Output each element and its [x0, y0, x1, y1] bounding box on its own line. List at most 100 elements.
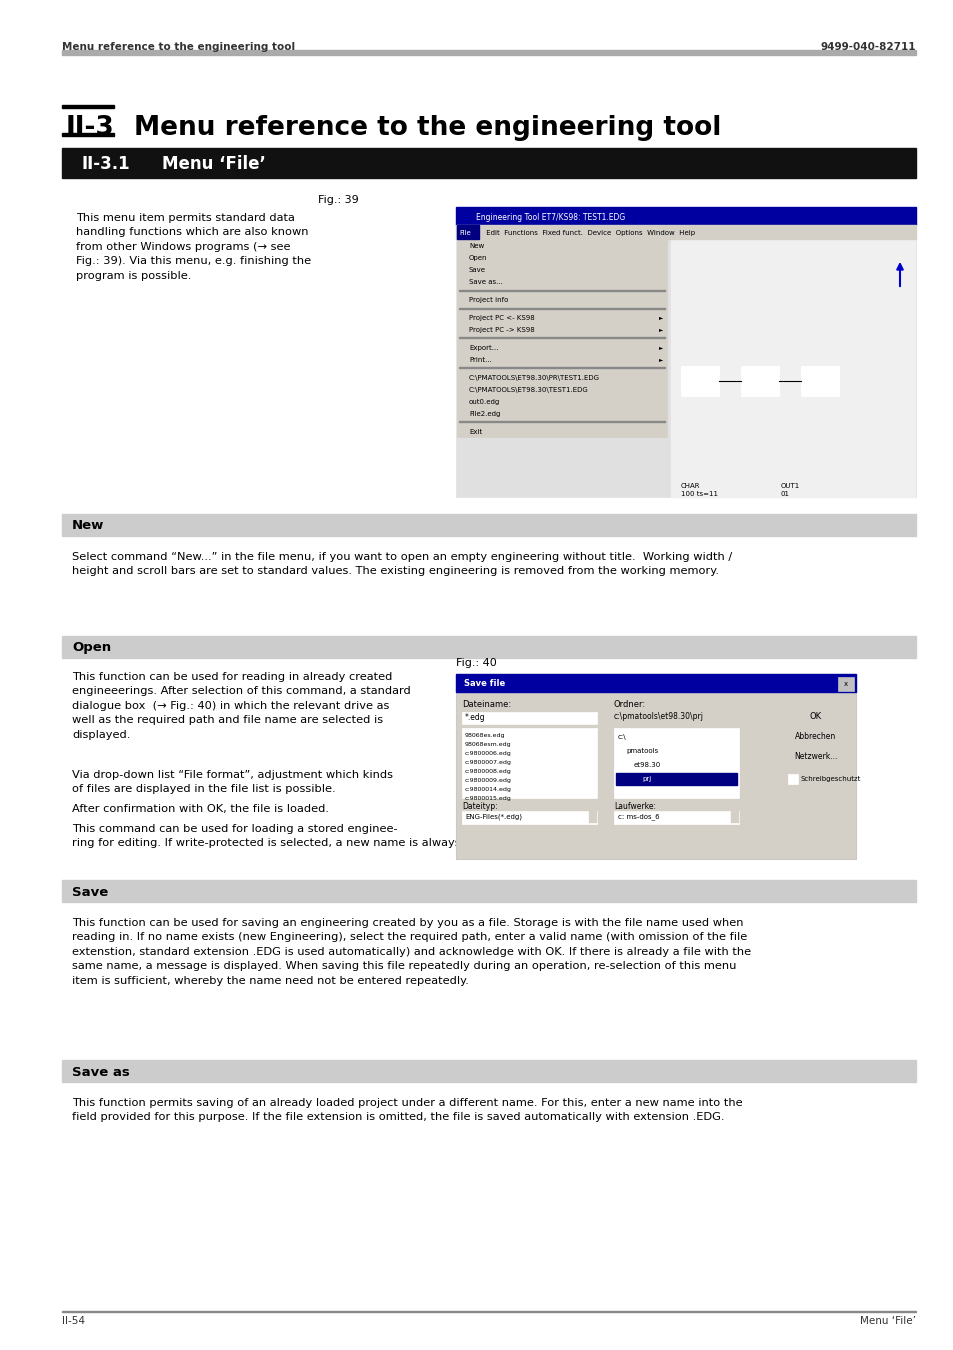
Text: File: File: [458, 230, 470, 236]
Bar: [461, 728, 597, 798]
Text: Dateityp:: Dateityp:: [461, 802, 497, 811]
Text: c: ms-dos_6: c: ms-dos_6: [618, 814, 659, 821]
Text: ►: ►: [659, 358, 662, 363]
Text: Fig.: 39: Fig.: 39: [317, 194, 358, 205]
Text: New: New: [469, 243, 484, 248]
Bar: [614, 811, 739, 824]
Text: Engineering Tool ET7/KS98: TEST1.EDG: Engineering Tool ET7/KS98: TEST1.EDG: [476, 212, 624, 221]
Text: ►: ►: [659, 328, 662, 332]
Text: Open: Open: [469, 255, 487, 261]
Text: C:\PMATOOLS\ET98.30\TEST1.EDG: C:\PMATOOLS\ET98.30\TEST1.EDG: [469, 387, 588, 393]
Text: Save: Save: [469, 267, 485, 273]
Bar: [62, 148, 915, 178]
Text: prj: prj: [641, 776, 651, 782]
Text: Abbrechen: Abbrechen: [794, 733, 835, 741]
Text: Project PC <- KS98: Project PC <- KS98: [469, 315, 535, 321]
Text: Schreibgeschutzt: Schreibgeschutzt: [801, 776, 861, 782]
Text: This function can be used for reading in already created
engineeerings. After se: This function can be used for reading in…: [71, 672, 411, 740]
Text: Save file: Save file: [463, 679, 505, 688]
Text: Dateiname:: Dateiname:: [461, 701, 511, 709]
Text: Edit  Functions  Fixed funct.  Device  Options  Window  Help: Edit Functions Fixed funct. Device Optio…: [483, 230, 695, 236]
Bar: [461, 811, 597, 824]
Text: Print...: Print...: [469, 356, 492, 363]
Bar: [456, 239, 666, 437]
Text: c:9800006.edg: c:9800006.edg: [464, 752, 511, 756]
Bar: [62, 514, 915, 536]
Text: Project info: Project info: [469, 297, 508, 302]
Text: 9499-040-82711: 9499-040-82711: [820, 42, 915, 53]
Text: Select command “New...” in the file menu, if you want to open an empty engineeri: Select command “New...” in the file menu…: [71, 552, 732, 576]
Bar: [837, 676, 853, 691]
Bar: [801, 366, 838, 396]
Bar: [62, 1311, 915, 1312]
Bar: [787, 707, 842, 724]
Text: Fig.: 40: Fig.: 40: [456, 657, 497, 668]
Text: II-54: II-54: [62, 1316, 85, 1326]
Text: ►: ►: [659, 346, 662, 351]
Bar: [62, 132, 113, 136]
Text: Ordner:: Ordner:: [614, 701, 645, 709]
Bar: [62, 636, 915, 657]
Text: c:9800009.edg: c:9800009.edg: [464, 779, 512, 783]
Text: x: x: [843, 680, 847, 687]
Text: et98.30: et98.30: [634, 761, 660, 768]
Text: After confirmation with OK, the file is loaded.: After confirmation with OK, the file is …: [71, 805, 329, 814]
Text: Exit: Exit: [469, 429, 482, 435]
Text: Open: Open: [71, 641, 111, 655]
Text: Save: Save: [71, 886, 108, 899]
Text: Save as: Save as: [71, 1065, 130, 1079]
Text: ENG-Files(*.edg): ENG-Files(*.edg): [464, 814, 521, 821]
Bar: [456, 693, 854, 859]
Text: 98068es.edg: 98068es.edg: [464, 733, 505, 738]
Bar: [456, 207, 915, 225]
Text: C:\PMATOOLS\ET98.30\PR\TEST1.EDG: C:\PMATOOLS\ET98.30\PR\TEST1.EDG: [469, 375, 599, 381]
Text: OUT1: OUT1: [781, 483, 800, 489]
Text: Laufwerke:: Laufwerke:: [614, 802, 656, 811]
Text: Menu reference to the engineering tool: Menu reference to the engineering tool: [62, 42, 294, 53]
Text: Menu reference to the engineering tool: Menu reference to the engineering tool: [133, 115, 720, 140]
Text: CHAR: CHAR: [680, 483, 700, 489]
Bar: [588, 811, 597, 824]
Text: II-3.1: II-3.1: [82, 155, 131, 173]
Text: c:\pmatools\et98.30\prj: c:\pmatools\et98.30\prj: [614, 711, 703, 721]
Text: Netzwerk...: Netzwerk...: [793, 752, 837, 761]
Bar: [456, 674, 855, 693]
Bar: [740, 366, 779, 396]
Text: II-3: II-3: [66, 115, 114, 140]
Text: File2.edg: File2.edg: [469, 410, 500, 417]
Text: c:9800008.edg: c:9800008.edg: [464, 769, 511, 775]
Bar: [680, 366, 719, 396]
Text: *.edg: *.edg: [464, 714, 485, 722]
Text: New: New: [71, 520, 104, 532]
Text: pmatools: pmatools: [625, 748, 658, 755]
Text: Menu ‘File’: Menu ‘File’: [859, 1316, 915, 1326]
Text: 01: 01: [781, 491, 789, 497]
Text: This function can be used for saving an engineering created by you as a file. St: This function can be used for saving an …: [71, 918, 750, 986]
Bar: [62, 1060, 915, 1081]
Bar: [616, 774, 737, 784]
Bar: [456, 225, 478, 239]
Bar: [787, 728, 842, 744]
Text: This menu item permits standard data
handling functions which are also known
fro: This menu item permits standard data han…: [76, 213, 311, 281]
Bar: [787, 748, 842, 764]
Text: This command can be used for loading a stored enginee-
ring for editing. If writ: This command can be used for loading a s…: [71, 824, 647, 848]
Bar: [787, 774, 797, 784]
Bar: [456, 674, 855, 859]
Text: OK: OK: [808, 713, 821, 721]
Text: Save as...: Save as...: [469, 279, 502, 285]
Text: c:9800007.edg: c:9800007.edg: [464, 760, 512, 765]
Bar: [456, 225, 915, 239]
Text: This function permits saving of an already loaded project under a different name: This function permits saving of an alrea…: [71, 1098, 741, 1122]
Bar: [614, 728, 739, 798]
Text: 98068esm.edg: 98068esm.edg: [464, 743, 511, 748]
Text: c:9800014.edg: c:9800014.edg: [464, 787, 512, 792]
Text: Export...: Export...: [469, 346, 498, 351]
Text: ►: ►: [659, 316, 662, 320]
Text: Via drop-down list “File format”, adjustment which kinds
of files are displayed : Via drop-down list “File format”, adjust…: [71, 769, 393, 794]
Bar: [670, 239, 914, 497]
Bar: [62, 50, 915, 55]
Bar: [456, 207, 915, 497]
Text: c:\: c:\: [618, 734, 626, 740]
Text: Project PC -> KS98: Project PC -> KS98: [469, 327, 535, 333]
Text: Menu ‘File’: Menu ‘File’: [162, 155, 266, 173]
